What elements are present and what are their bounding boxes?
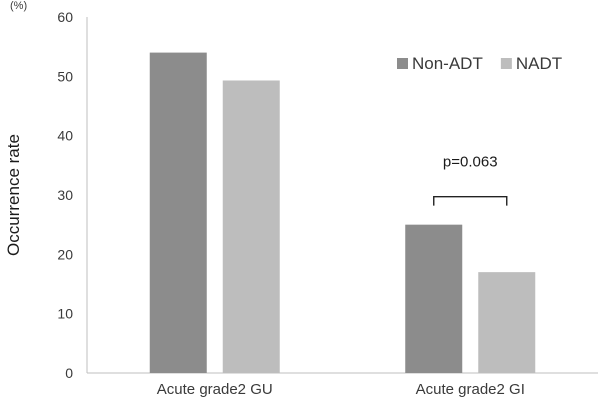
legend-swatch-non-adt [397,58,408,69]
y-tick-label: 10 [57,306,73,322]
y-tick-label: 0 [65,365,73,381]
bar-nadt-0 [222,80,280,373]
y-unit-label: (%) [10,0,27,12]
p-value-label: p=0.063 [443,154,498,171]
annotations: p=0.063 [433,154,508,206]
bar-nadt-1 [478,272,536,373]
legend: Non-ADT NADT [397,54,562,73]
legend-swatch-nadt [500,58,512,69]
y-tick-label: 30 [57,187,73,203]
x-category-label: Acute grade2 GU [157,381,273,398]
bar-non-adt-0 [149,52,207,373]
y-axis-title: Occurrence rate [4,134,23,256]
y-tick-label: 20 [57,246,73,262]
x-category-label: Acute grade2 GI [416,381,525,398]
bar-non-adt-1 [405,224,463,373]
x-category-labels: Acute grade2 GU Acute grade2 GI [157,381,525,398]
legend-label-non-adt: Non-ADT [412,54,483,73]
legend-label-nadt: NADT [516,54,562,73]
bars-group [149,52,536,373]
y-tick-label: 60 [57,9,73,25]
significance-bracket [433,195,508,206]
y-ticks: 0 10 20 30 40 50 60 [57,9,73,381]
y-tick-label: 50 [57,68,73,84]
y-tick-label: 40 [57,128,73,144]
